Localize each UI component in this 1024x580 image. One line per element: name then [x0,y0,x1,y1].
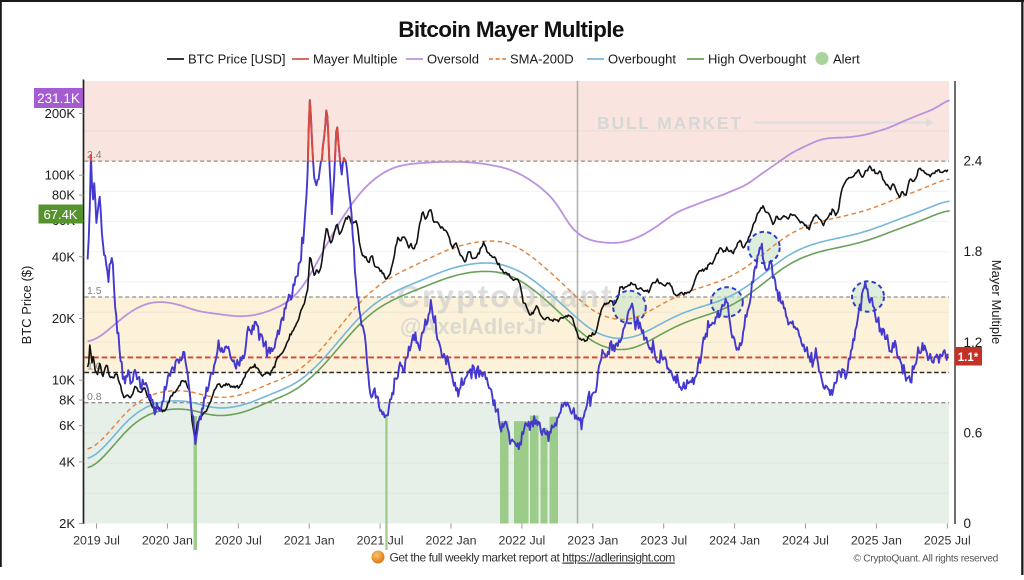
svg-text:2022 Jul: 2022 Jul [498,534,545,548]
svg-text:2021 Jan: 2021 Jan [284,534,335,548]
svg-text:200K: 200K [45,106,76,121]
svg-text:High Overbought: High Overbought [708,52,807,67]
svg-text:80K: 80K [52,188,75,203]
svg-text:Mayer Multiple: Mayer Multiple [313,52,398,67]
svg-text:2025 Jul: 2025 Jul [924,534,971,548]
svg-text:2023 Jan: 2023 Jan [567,534,618,548]
svg-text:2020 Jan: 2020 Jan [142,534,193,548]
svg-text:© CryptoQuant. All rights rese: © CryptoQuant. All rights reserved [853,554,998,565]
svg-text:0: 0 [964,516,972,531]
svg-text:SMA-200D: SMA-200D [510,52,574,67]
svg-text:BULL MARKET: BULL MARKET [597,113,743,133]
svg-text:1.5: 1.5 [87,285,102,297]
svg-text:1.1*: 1.1* [958,352,979,364]
svg-text:2K: 2K [59,516,75,531]
svg-text:2024 Jul: 2024 Jul [782,534,829,548]
svg-text:2.4: 2.4 [87,149,102,161]
svg-text:2019 Jul: 2019 Jul [73,534,120,548]
svg-text:2025 Jan: 2025 Jan [851,534,902,548]
svg-text:2023 Jul: 2023 Jul [640,534,687,548]
svg-text:231.1K: 231.1K [37,91,80,106]
svg-text:100K: 100K [45,168,76,183]
svg-text:67.4K: 67.4K [44,207,78,222]
svg-text:Overbought: Overbought [608,52,676,67]
svg-text:BTC Price ($): BTC Price ($) [19,266,34,345]
svg-text:1.2: 1.2 [964,335,983,350]
svg-text:6K: 6K [59,418,75,433]
svg-text:10K: 10K [52,373,75,388]
svg-text:40K: 40K [52,249,75,264]
svg-text:Get the full weekly market rep: Get the full weekly market report at htt… [390,551,676,565]
svg-text:0.6: 0.6 [964,425,983,440]
svg-text:Oversold: Oversold [427,52,479,67]
svg-text:Mayer Multiple: Mayer Multiple [989,260,1004,345]
svg-text:Alert: Alert [833,52,860,67]
svg-text:0.8: 0.8 [87,391,102,403]
svg-text:2022 Jan: 2022 Jan [426,534,477,548]
svg-text:8K: 8K [59,393,75,408]
svg-text:20K: 20K [52,311,75,326]
svg-text:2020 Jul: 2020 Jul [215,534,262,548]
svg-text:1.8: 1.8 [964,244,983,259]
svg-text:Bitcoin Mayer Multiple: Bitcoin Mayer Multiple [398,17,624,42]
svg-text:4K: 4K [59,454,75,469]
svg-text:2021 Jul: 2021 Jul [357,534,404,548]
svg-text:2.4: 2.4 [964,154,983,169]
svg-text:BTC Price [USD]: BTC Price [USD] [188,52,286,67]
svg-text:2024 Jan: 2024 Jan [709,534,760,548]
